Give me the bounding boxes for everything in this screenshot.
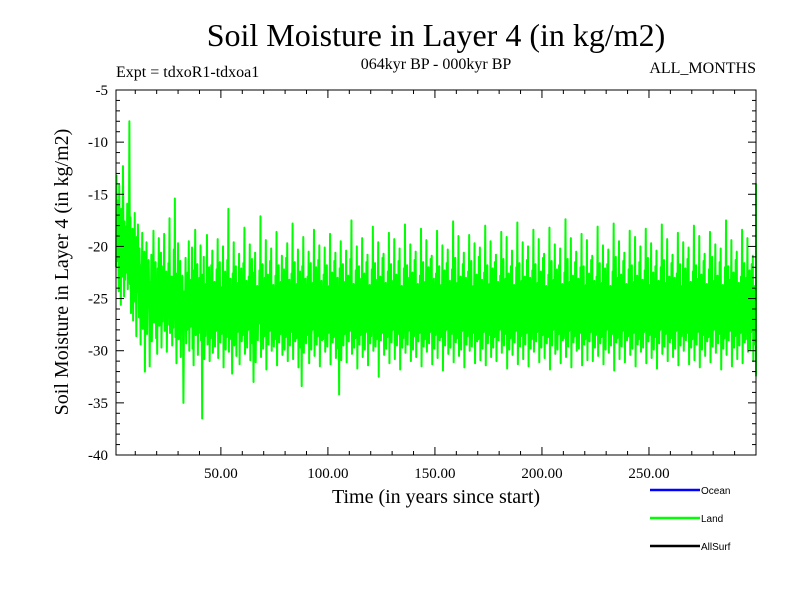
y-tick-label: -35 [88,396,108,412]
chart-title: Soil Moisture in Layer 4 (in kg/m2) [207,17,666,53]
y-tick-label: -25 [88,292,108,308]
x-axis-label: Time (in years since start) [332,486,540,508]
x-tick-label: 100.00 [307,466,348,482]
x-tick-label: 250.00 [628,466,669,482]
x-tick-label: 200.00 [521,466,562,482]
legend: Ocean Land AllSurf [650,486,731,553]
y-tick-label: -5 [96,83,109,99]
y-axis-label: Soil Moisture in Layer 4 (in kg/m2) [51,129,73,416]
plot-frame [115,89,757,456]
y-tick-label: -40 [88,448,108,464]
x-tick-label: 50.00 [204,466,238,482]
legend-label-ocean: Ocean [701,486,730,497]
x-tick-label: 150.00 [414,466,455,482]
months-label: ALL_MONTHS [649,60,756,77]
y-tick-label: -15 [88,187,108,203]
y-axis-ticks: -5 -10 -15 -20 -25 -30 -35 -40 [88,83,756,464]
y-tick-label: -30 [88,344,108,360]
x-axis-ticks: 50.00 100.00 150.00 200.00 250.00 [134,90,736,482]
experiment-label: Expt = tdxoR1-tdxoa1 [116,64,259,81]
chart-subtitle: 064kyr BP - 000kyr BP [361,56,512,73]
legend-label-land: Land [701,514,723,525]
y-tick-label: -10 [88,135,108,151]
y-tick-label: -20 [88,239,108,255]
legend-label-allsurf: AllSurf [701,542,731,553]
